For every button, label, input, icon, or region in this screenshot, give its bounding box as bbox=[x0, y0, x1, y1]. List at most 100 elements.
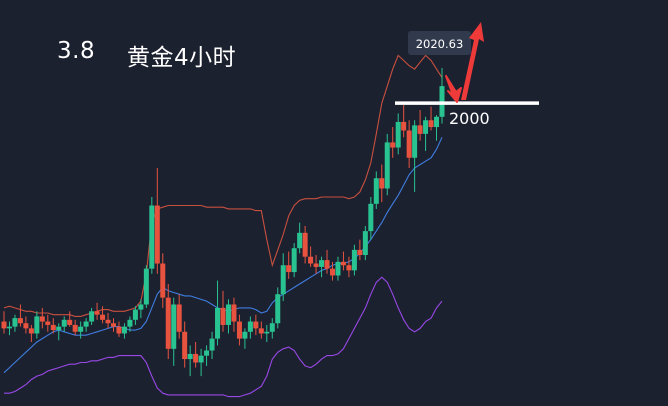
candle bbox=[121, 323, 127, 339]
candle bbox=[225, 299, 231, 334]
page-title: 黄金4小时 bbox=[127, 45, 237, 71]
candle bbox=[286, 251, 292, 279]
candle-body bbox=[67, 319, 73, 325]
candle bbox=[1, 311, 7, 334]
candle-body bbox=[215, 307, 221, 339]
candle bbox=[423, 116, 429, 151]
candle-body bbox=[56, 326, 62, 331]
candle bbox=[12, 314, 18, 332]
candle bbox=[132, 306, 138, 325]
candle bbox=[154, 168, 160, 274]
candle bbox=[412, 120, 418, 192]
candle-body bbox=[127, 319, 133, 327]
candle bbox=[89, 307, 95, 325]
arrow-up-icon bbox=[461, 22, 484, 100]
candle bbox=[357, 239, 363, 261]
candle-body bbox=[121, 326, 127, 334]
candle-body bbox=[116, 326, 122, 334]
candle-body bbox=[193, 353, 199, 363]
candle-body bbox=[111, 323, 116, 327]
candle bbox=[182, 321, 188, 368]
candle-body bbox=[34, 316, 40, 334]
candlesticks bbox=[1, 67, 445, 377]
candle bbox=[78, 321, 84, 339]
candle-body bbox=[143, 268, 149, 305]
candle bbox=[209, 331, 215, 360]
candle bbox=[72, 319, 78, 336]
candle bbox=[149, 197, 155, 274]
candle-body bbox=[434, 116, 440, 128]
candle bbox=[215, 280, 221, 346]
candle bbox=[176, 294, 182, 339]
candle bbox=[351, 244, 357, 276]
candle bbox=[401, 103, 407, 138]
candle bbox=[204, 345, 210, 366]
candle bbox=[34, 311, 40, 339]
candle-body bbox=[335, 261, 341, 276]
candle bbox=[379, 164, 385, 203]
candle bbox=[242, 328, 248, 349]
candle bbox=[264, 324, 270, 342]
indicator-lines bbox=[3, 54, 443, 398]
candle-body bbox=[379, 178, 385, 189]
candle-body bbox=[23, 323, 29, 329]
candle bbox=[116, 321, 122, 337]
candle bbox=[56, 323, 62, 341]
candle-body bbox=[428, 120, 434, 128]
candle bbox=[324, 249, 330, 274]
candle bbox=[330, 261, 335, 281]
candle bbox=[275, 287, 281, 329]
candle-body bbox=[138, 304, 144, 310]
candle-body bbox=[346, 265, 352, 271]
candle bbox=[138, 299, 144, 319]
candle-body bbox=[319, 260, 325, 267]
candle-body bbox=[100, 314, 106, 320]
candle-body bbox=[6, 326, 12, 329]
candle-body bbox=[258, 328, 264, 334]
candle bbox=[291, 243, 297, 278]
candle-body bbox=[187, 353, 193, 360]
candle bbox=[143, 265, 149, 308]
candle bbox=[302, 226, 308, 264]
candle-body bbox=[412, 125, 418, 158]
candle bbox=[406, 120, 412, 168]
candle-body bbox=[351, 249, 357, 271]
candle-body bbox=[395, 121, 401, 148]
candle bbox=[23, 316, 29, 334]
candle bbox=[269, 318, 275, 339]
candle bbox=[61, 316, 67, 332]
candle bbox=[236, 314, 242, 346]
candle-body bbox=[28, 328, 34, 334]
candle bbox=[220, 290, 226, 332]
candle-body bbox=[94, 311, 100, 315]
candle-body bbox=[313, 263, 319, 267]
candle-body bbox=[330, 268, 335, 276]
candle-body bbox=[132, 309, 138, 320]
candle-body bbox=[78, 326, 84, 332]
high-callout-label: 2020.63 bbox=[416, 37, 464, 51]
level-label: 2000 bbox=[449, 109, 490, 128]
candle-body bbox=[61, 319, 67, 327]
annotations: 2000 2020.63 bbox=[395, 22, 539, 128]
candle bbox=[198, 348, 204, 377]
candle bbox=[313, 255, 319, 274]
candle bbox=[253, 314, 259, 336]
candle-body bbox=[1, 321, 7, 329]
candle bbox=[417, 110, 423, 141]
candle-body bbox=[390, 142, 396, 148]
candle bbox=[160, 253, 166, 308]
candle-body bbox=[176, 304, 182, 332]
candle-body bbox=[280, 265, 286, 295]
candle bbox=[67, 311, 73, 327]
candle bbox=[165, 284, 171, 360]
candle bbox=[50, 318, 56, 334]
candle bbox=[390, 127, 396, 158]
candle-body bbox=[401, 121, 407, 131]
candle-body bbox=[154, 205, 160, 264]
candle-body bbox=[406, 130, 412, 158]
candle bbox=[346, 256, 352, 278]
candle-body bbox=[171, 304, 177, 349]
candle-body bbox=[291, 248, 297, 273]
